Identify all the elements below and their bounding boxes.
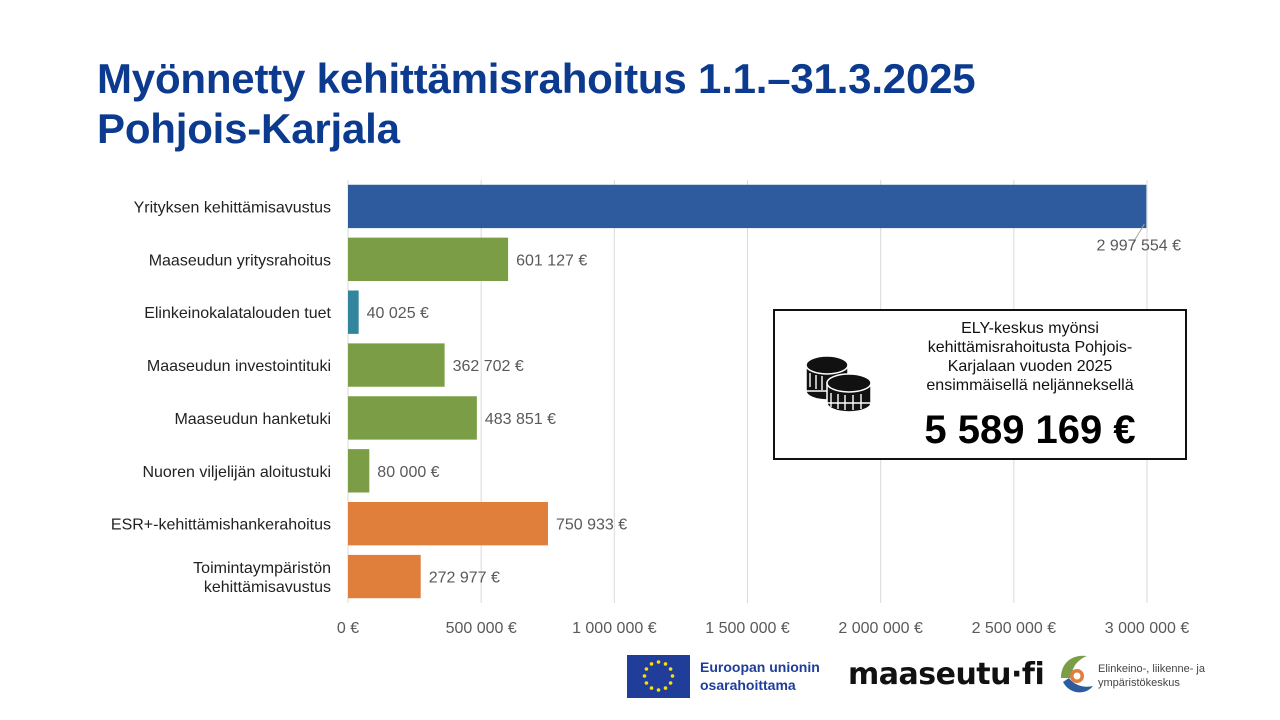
data-label-leader	[1131, 223, 1145, 245]
bar	[348, 343, 445, 387]
maaseutu-logo: maaseutu·fi	[848, 657, 1045, 692]
eu-text-line-2: osarahoittama	[700, 677, 796, 693]
x-tick-label: 2 500 000 €	[972, 620, 1057, 637]
eu-cofunded-text: Euroopan unionin osarahoittama	[700, 658, 840, 694]
x-tick-label: 1 500 000 €	[705, 620, 790, 637]
category-label: Maaseudun hanketuki	[174, 411, 331, 428]
category-label: Maaseudun investointituki	[147, 358, 331, 375]
ely-text-line-1: Elinkeino-, liikenne- ja	[1098, 663, 1205, 675]
data-label: 272 977 €	[429, 570, 500, 587]
callout-text: ELY-keskus myönsi kehittämisrahoitusta P…	[926, 320, 1134, 394]
callout-total: 5 589 169 €	[924, 408, 1136, 452]
coins-icon	[805, 355, 872, 413]
bar	[348, 237, 509, 281]
category-label: Maaseudun yritysrahoitus	[149, 252, 331, 269]
x-tick-label: 500 000 €	[446, 620, 517, 637]
category-label: Elinkeinokalatalouden tuet	[144, 305, 331, 322]
title-line-2: Pohjois-Karjala	[97, 105, 400, 152]
bar	[348, 449, 370, 493]
data-label: 2 997 554 €	[1096, 237, 1181, 254]
x-tick-label: 1 000 000 €	[572, 620, 657, 637]
title-line-1: Myönnetty kehittämisrahoitus 1.1.–31.3.2…	[97, 55, 976, 102]
page-title: Myönnetty kehittämisrahoitus 1.1.–31.3.2…	[97, 54, 976, 154]
data-label: 601 127 €	[516, 252, 587, 269]
data-label: 362 702 €	[453, 358, 524, 375]
category-label: ESR+-kehittämishankerahoitus	[111, 517, 331, 534]
total-callout-box: ELY-keskus myönsi kehittämisrahoitusta P…	[773, 309, 1187, 460]
data-label: 483 851 €	[485, 411, 556, 428]
category-label: Nuoren viljelijän aloitustuki	[142, 464, 331, 481]
bar	[348, 184, 1147, 229]
ely-centre-logo-icon	[1061, 655, 1093, 693]
x-tick-label: 2 000 000 €	[838, 620, 923, 637]
category-label: Yrityksen kehittämisavustus	[134, 199, 331, 216]
footer-logos: Euroopan unionin osarahoittama maaseutu·…	[0, 640, 1280, 720]
ely-text-line-2: ympäristökeskus	[1098, 677, 1180, 689]
data-label: 40 025 €	[367, 305, 429, 322]
data-label: 80 000 €	[377, 464, 439, 481]
category-label: Toimintaympäristön kehittämisavustus	[193, 560, 331, 596]
x-tick-label: 3 000 000 €	[1105, 620, 1190, 637]
eu-text-line-1: Euroopan unionin	[700, 659, 820, 675]
bar	[348, 554, 421, 599]
x-tick-label: 0 €	[337, 620, 359, 637]
eu-flag-icon	[627, 655, 690, 698]
data-label: 750 933 €	[556, 517, 627, 534]
bar	[348, 502, 548, 546]
bar	[348, 290, 359, 334]
bar	[348, 396, 477, 440]
ely-centre-text: Elinkeino-, liikenne- ja ympäristökeskus	[1098, 662, 1228, 690]
